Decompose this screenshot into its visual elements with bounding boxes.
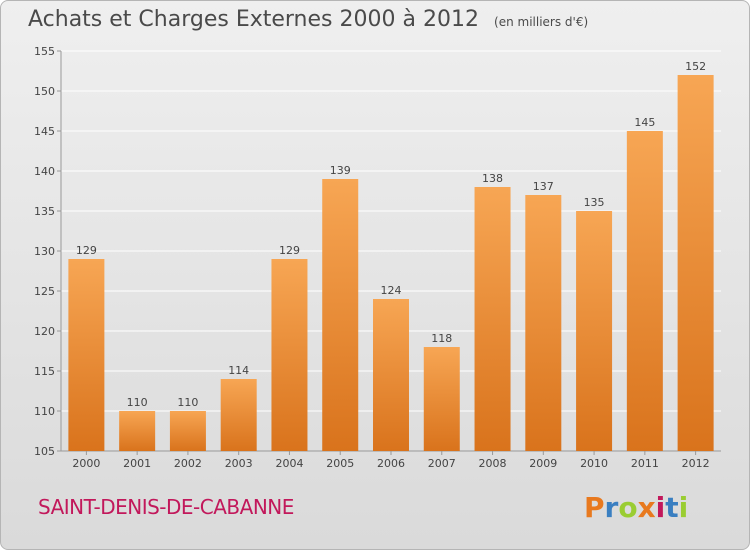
y-tick-label: 135	[34, 205, 55, 218]
chart-title: Achats et Charges Externes 2000 à 2012	[28, 7, 479, 32]
x-tick-label: 2011	[631, 457, 659, 470]
logo-letter: i	[655, 491, 666, 524]
y-tick-label: 125	[34, 285, 55, 298]
logo-letter: P	[584, 491, 605, 524]
logo-letter: i	[678, 491, 689, 524]
y-tick-label: 130	[34, 245, 55, 258]
bar-value-label: 110	[127, 396, 148, 409]
y-tick-label: 105	[34, 445, 55, 458]
bar-value-label: 152	[685, 60, 706, 73]
bar	[626, 131, 663, 451]
bar	[119, 411, 156, 451]
y-tick-label: 150	[34, 85, 55, 98]
bar-value-label: 124	[381, 284, 402, 297]
x-tick-label: 2007	[428, 457, 456, 470]
bar	[474, 187, 511, 451]
x-tick-label: 2003	[225, 457, 253, 470]
bar	[220, 379, 257, 451]
bar	[373, 299, 409, 451]
bar-value-label: 137	[533, 180, 554, 193]
bar-value-label: 114	[228, 364, 249, 377]
x-tick-label: 2002	[174, 457, 202, 470]
x-tick-label: 2006	[377, 457, 405, 470]
bar-value-label: 145	[634, 116, 655, 129]
x-tick-label: 2001	[123, 457, 151, 470]
commune-name: SAINT-DENIS-DE-CABANNE	[38, 495, 294, 519]
logo-letter: t	[665, 491, 679, 524]
chart-unit-label: (en milliers d'€)	[494, 15, 589, 29]
bar-value-label: 139	[330, 164, 351, 177]
y-tick-label: 145	[34, 125, 55, 138]
bar	[423, 347, 460, 451]
logo-letter: x	[637, 491, 656, 524]
x-tick-label: 2000	[72, 457, 100, 470]
x-tick-label: 2009	[529, 457, 557, 470]
x-tick-label: 2012	[682, 457, 710, 470]
bar	[322, 179, 359, 451]
x-tick-label: 2008	[479, 457, 507, 470]
logo-letter: o	[618, 491, 638, 524]
bars	[68, 75, 714, 451]
bar-value-label: 135	[584, 196, 605, 209]
x-tick-label: 2004	[275, 457, 303, 470]
title-area: Achats et Charges Externes 2000 à 2012 (…	[28, 7, 588, 32]
bar-value-label: 138	[482, 172, 503, 185]
bar	[169, 411, 206, 451]
y-tick-label: 115	[34, 365, 55, 378]
x-tick-label: 2010	[580, 457, 608, 470]
y-tick-label: 140	[34, 165, 55, 178]
bar	[576, 211, 613, 451]
data-labels: 129 110 110 114 129 139 124 118 138 137 135 145 152	[76, 60, 706, 409]
bar-value-label: 129	[76, 244, 97, 257]
bar	[68, 259, 105, 451]
bar	[677, 75, 714, 451]
bar-value-label: 129	[279, 244, 300, 257]
x-tick-label: 2005	[326, 457, 354, 470]
logo-letter: r	[604, 491, 619, 524]
y-tick-label: 155	[34, 45, 55, 58]
proxiti-logo[interactable]: Proxiti	[584, 491, 688, 524]
bar-value-label: 110	[177, 396, 198, 409]
bar-value-label: 118	[431, 332, 452, 345]
bar	[525, 195, 562, 451]
bar	[271, 259, 308, 451]
y-tick-label: 110	[34, 405, 55, 418]
y-tick-label: 120	[34, 325, 55, 338]
